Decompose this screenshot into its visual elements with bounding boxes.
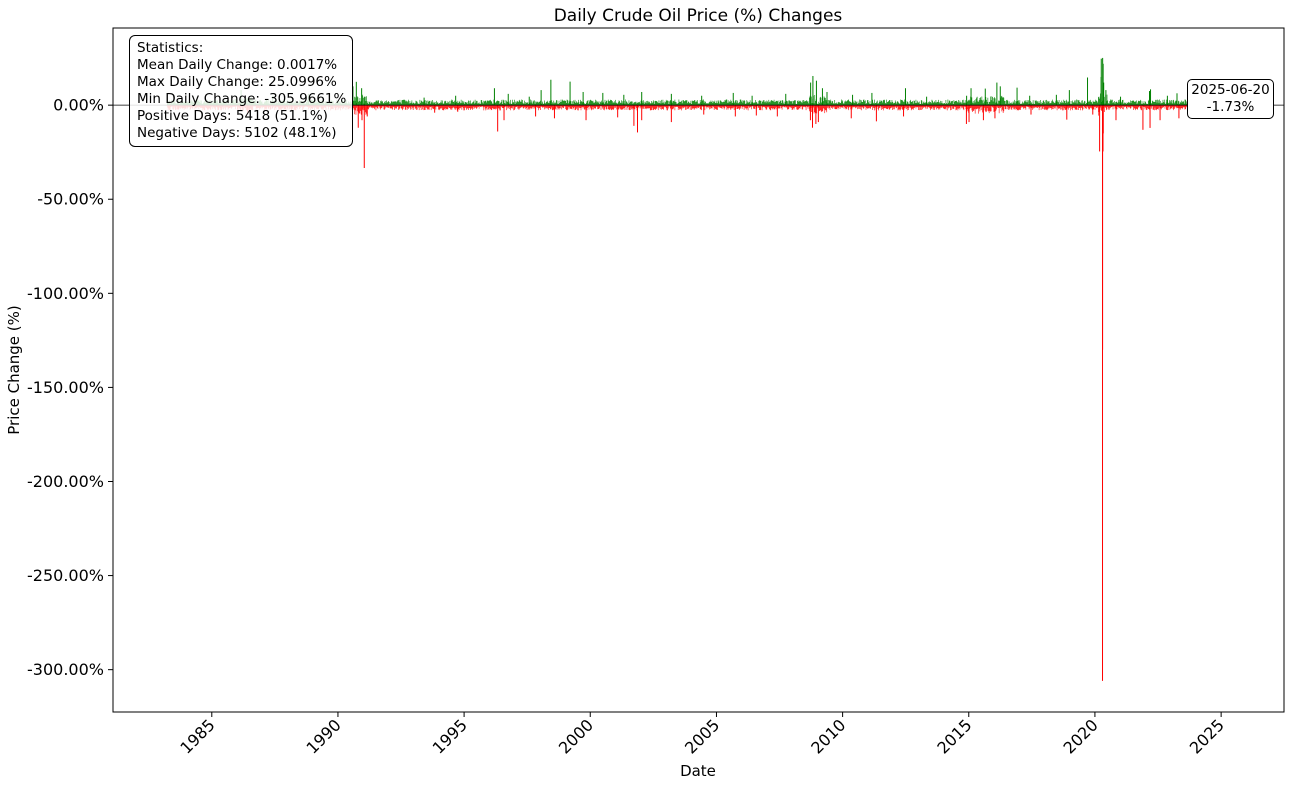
plot-frame: [112, 27, 1285, 713]
last-value-date: 2025-06-20: [1191, 82, 1270, 98]
last-value-change: -1.73%: [1206, 99, 1255, 115]
stat-min-daily-change: Min Daily Change: -305.9661%: [137, 91, 347, 107]
y-tick-label: -50.00%: [37, 190, 104, 209]
stat-negative-days: Negative Days: 5102 (48.1%): [137, 125, 337, 141]
stat-mean-daily-change: Mean Daily Change: 0.0017%: [137, 57, 338, 73]
statistics-title: Statistics:: [137, 40, 204, 56]
x-tick-label: 2025: [1186, 715, 1228, 757]
stat-positive-days: Positive Days: 5418 (51.1%): [137, 108, 328, 124]
y-tick-label: -150.00%: [27, 378, 104, 397]
stat-max-daily-change: Max Daily Change: 25.0996%: [137, 74, 337, 90]
y-tick-label: -300.00%: [27, 660, 104, 679]
x-tick-label: 2000: [555, 715, 597, 757]
x-axis: 1985 1990 1995 2000 2005 2010 2015 2020 2025: [176, 712, 1228, 758]
y-tick-label: -250.00%: [27, 566, 104, 585]
y-tick-label: -100.00%: [27, 284, 104, 303]
x-tick-label: 1995: [429, 715, 471, 757]
x-tick-label: 2005: [681, 715, 723, 757]
x-tick-label: 2015: [933, 715, 975, 757]
chart-title: Daily Crude Oil Price (%) Changes: [554, 6, 843, 26]
y-tick-label: 0.00%: [53, 96, 104, 115]
x-tick-label: 2010: [807, 715, 849, 757]
negative-bars: [167, 105, 1234, 681]
y-tick-label: -200.00%: [27, 472, 104, 491]
last-value-annotation: 2025-06-20 -1.73%: [1187, 79, 1274, 119]
y-axis-label: Price Change (%): [5, 305, 23, 435]
statistics-box: Statistics: Mean Daily Change: 0.0017% M…: [129, 35, 353, 147]
x-tick-label: 1985: [176, 715, 218, 757]
x-tick-label: 2020: [1060, 715, 1102, 757]
x-axis-label: Date: [680, 762, 716, 780]
x-tick-label: 1990: [303, 715, 345, 757]
y-axis: 0.00% -50.00% -100.00% -150.00% -200.00% -250…: [27, 96, 113, 679]
